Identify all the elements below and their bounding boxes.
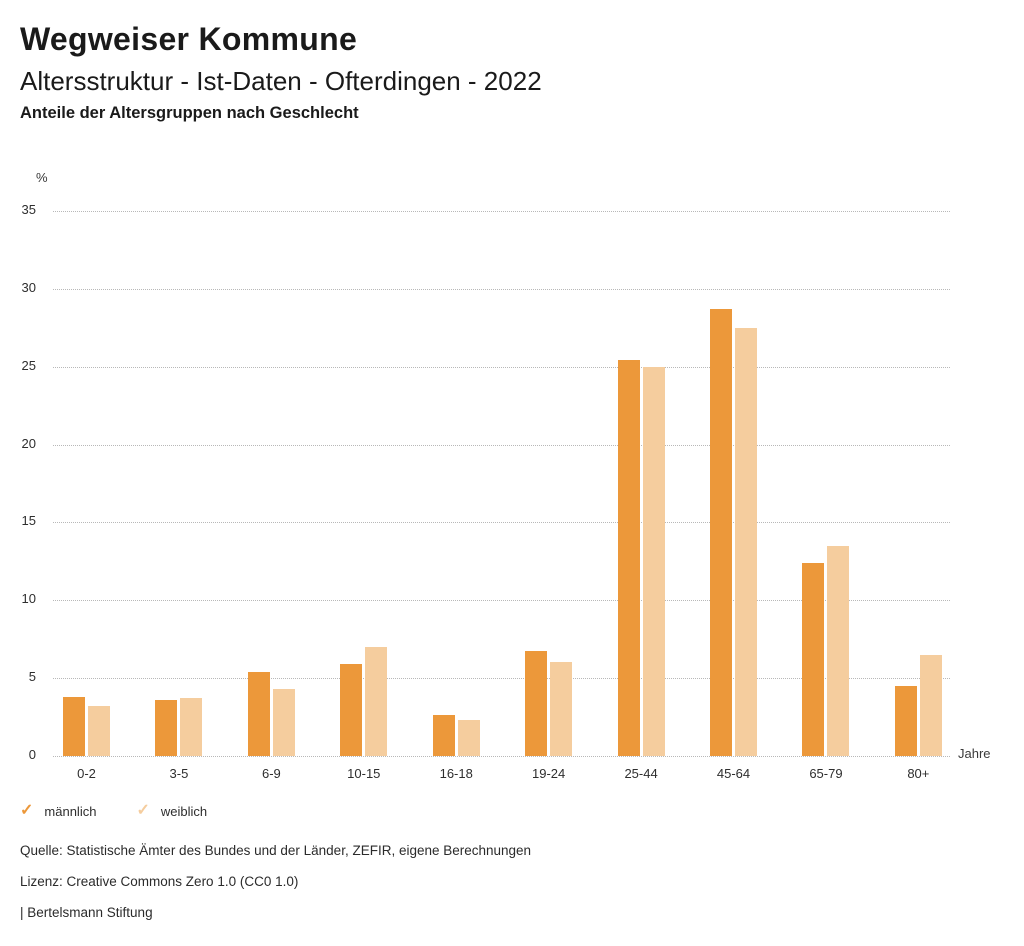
bar-weiblich-65-79[interactable]: [827, 545, 850, 756]
legend-item-weiblich[interactable]: ✓ weiblich: [136, 803, 207, 819]
legend-item-label: männlich: [44, 803, 97, 819]
bar-männlich-10-15[interactable]: [340, 663, 363, 756]
gridline: [53, 522, 950, 524]
bar-weiblich-0-2[interactable]: [88, 705, 110, 756]
y-tick-label: 10: [21, 591, 36, 607]
x-tick-label: 80+: [907, 766, 930, 781]
y-axis-unit-label: %: [36, 170, 48, 185]
x-axis-unit-label: Jahre: [958, 746, 991, 761]
bar-männlich-25-44[interactable]: [617, 360, 640, 756]
y-tick-label: 5: [28, 668, 36, 684]
x-tick-label: 45-64: [716, 766, 751, 781]
source-note: Quelle: Statistische Ämter des Bundes un…: [20, 843, 532, 858]
legend-item-maennlich[interactable]: ✓ männlich: [20, 803, 96, 819]
check-icon: ✓: [20, 802, 34, 819]
x-tick-label: 65-79: [809, 766, 843, 781]
page-title: Wegweiser Kommune: [20, 21, 358, 57]
bar-weiblich-45-64[interactable]: [735, 327, 757, 756]
y-tick-label: 0: [28, 746, 36, 762]
bar-männlich-16-18[interactable]: [432, 715, 455, 756]
gridline: [53, 755, 950, 757]
x-tick-label: 16-18: [439, 766, 473, 781]
bar-männlich-45-64[interactable]: [710, 309, 732, 756]
gridline: [53, 677, 950, 679]
bar-weiblich-25-44[interactable]: [642, 366, 665, 756]
x-tick-label: 0-2: [77, 766, 96, 781]
bar-männlich-80+[interactable]: [894, 685, 917, 756]
gridline: [53, 211, 950, 213]
x-tick-label: 10-15: [347, 766, 381, 781]
bar-weiblich-19-24[interactable]: [550, 662, 573, 756]
y-tick-label: 25: [21, 357, 36, 373]
y-tick-label: 20: [21, 435, 36, 451]
x-tick-label: 19-24: [532, 766, 566, 781]
bar-männlich-3-5[interactable]: [155, 699, 178, 756]
bar-weiblich-80+[interactable]: [919, 654, 942, 756]
bar-männlich-6-9[interactable]: [247, 671, 270, 756]
bar-männlich-65-79[interactable]: [802, 562, 825, 756]
page-subtitle: Altersstruktur - Ist-Daten - Ofterdingen…: [20, 66, 542, 96]
gridline: [53, 600, 950, 602]
attribution-note: | Bertelsmann Stiftung: [20, 905, 153, 920]
legend: ✓ männlich ✓ weiblich: [20, 803, 207, 819]
gridline: [53, 366, 950, 368]
y-tick-label: 15: [21, 513, 36, 529]
chart-heading: Anteile der Altersgruppen nach Geschlech…: [20, 104, 359, 122]
bar-weiblich-6-9[interactable]: [272, 688, 295, 756]
license-note: Lizenz: Creative Commons Zero 1.0 (CC0 1…: [20, 874, 299, 889]
bar-weiblich-10-15[interactable]: [365, 646, 388, 756]
gridline: [53, 444, 950, 446]
x-tick-label: 25-44: [624, 766, 658, 781]
bar-männlich-19-24[interactable]: [525, 651, 548, 756]
legend-item-label: weiblich: [160, 803, 208, 819]
gridline: [53, 288, 950, 290]
bar-männlich-0-2[interactable]: [63, 696, 85, 756]
bar-weiblich-16-18[interactable]: [457, 719, 480, 756]
y-tick-label: 30: [21, 279, 36, 295]
bar-chart: % 0 5 10 15 20 25 30 35 0-2 3-5 6-9 10-15 16-18 19-2…: [0, 165, 1024, 805]
bar-weiblich-3-5[interactable]: [180, 698, 203, 756]
x-tick-label: 3-5: [169, 766, 189, 781]
check-icon: ✓: [136, 802, 150, 819]
y-tick-label: 35: [21, 202, 36, 218]
x-tick-label: 6-9: [261, 766, 281, 781]
